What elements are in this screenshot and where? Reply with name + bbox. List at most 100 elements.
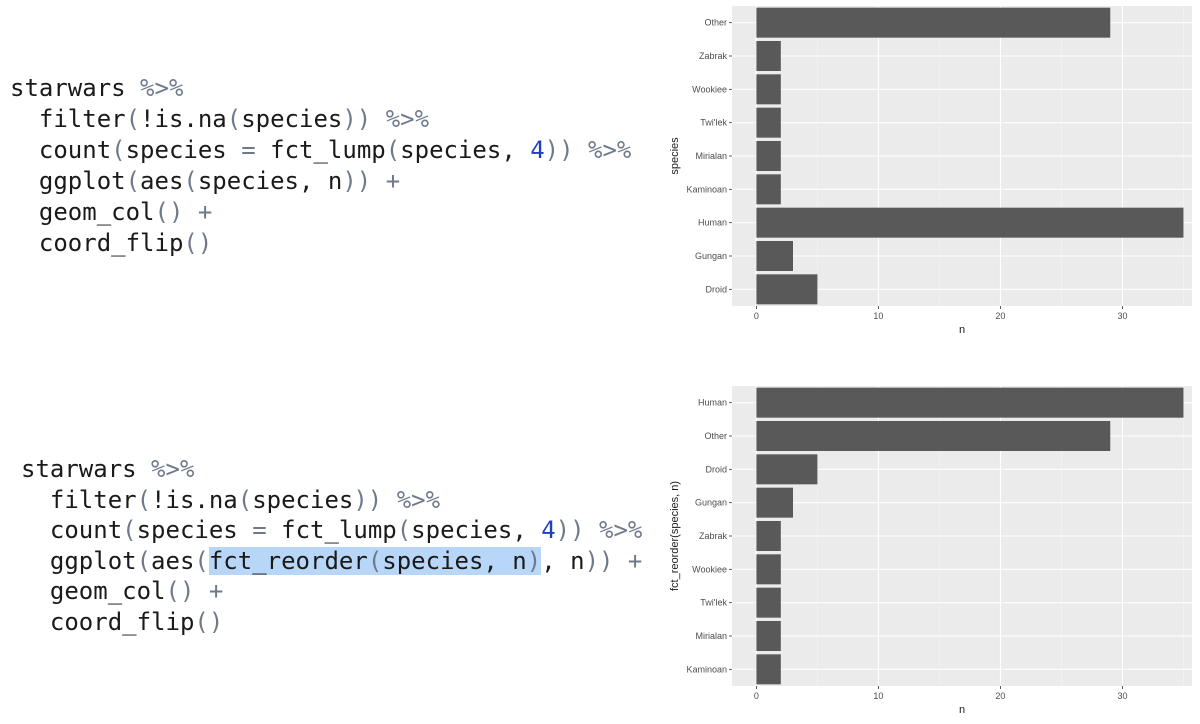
bar xyxy=(756,621,781,651)
x-tick-label: 10 xyxy=(873,691,883,701)
code-token: species xyxy=(241,105,343,133)
code-line: starwars %>% xyxy=(10,73,631,104)
highlighted-code-token: ) xyxy=(526,546,542,575)
bar xyxy=(756,587,781,618)
y-tick-label: Human xyxy=(698,398,727,408)
bar xyxy=(756,387,1184,418)
code-token: geom_col xyxy=(21,577,166,605)
y-tick-label: Mirialan xyxy=(695,631,727,641)
code-token: !is.na xyxy=(151,485,238,514)
code-token: species xyxy=(136,516,238,544)
code-token: filter xyxy=(21,485,137,514)
bar xyxy=(756,241,794,271)
code-token: coord_flip xyxy=(10,229,184,257)
code-token: %>% xyxy=(125,74,184,102)
bar xyxy=(756,654,781,685)
code-block-2: starwars %>% filter(!is.na(species)) %>%… xyxy=(21,454,642,637)
y-tick-label: Mirialan xyxy=(695,151,727,161)
code-token: ( xyxy=(125,105,141,133)
code-token: + xyxy=(613,546,643,575)
code-token: 4 xyxy=(530,136,545,164)
code-line: ggplot(aes(fct_reorder(species, n), n)) … xyxy=(21,546,642,577)
code-token: )) xyxy=(555,516,585,544)
code-token: )) xyxy=(544,136,574,164)
code-token: fct_lump xyxy=(281,516,397,544)
code-token: species xyxy=(252,485,354,514)
code-token: geom_col xyxy=(10,198,155,226)
y-tick-label: Droid xyxy=(705,284,727,294)
code-token: 4 xyxy=(541,516,556,544)
code-token: fct_lump xyxy=(270,136,386,164)
x-tick-label: 20 xyxy=(995,691,1005,701)
code-token: %>% xyxy=(136,455,195,483)
code-line: coord_flip() xyxy=(10,228,631,259)
code-token: %>% xyxy=(371,105,430,133)
code-token: () xyxy=(154,198,184,226)
code-token: ( xyxy=(396,516,412,544)
bar xyxy=(756,454,818,485)
code-token: = xyxy=(226,136,271,164)
y-tick-label: Twi'lek xyxy=(700,598,727,608)
y-tick-label: Zabrak xyxy=(699,531,728,541)
code-token: + xyxy=(371,167,401,195)
code-token: %>% xyxy=(382,485,441,514)
code-token: species xyxy=(125,136,227,164)
code-token: ( xyxy=(237,485,253,514)
highlighted-code-token: fct_reorder xyxy=(208,546,368,575)
y-tick-label: Other xyxy=(704,431,727,441)
bar xyxy=(756,487,794,518)
bar xyxy=(756,274,818,305)
bar-chart-species: Other Zabrak Wookiee Twi'lek Mirialan Kaminoa… xyxy=(669,6,1192,336)
code-token: = xyxy=(237,516,282,544)
y-tick-label: Twi'lek xyxy=(700,118,727,128)
code-token: () xyxy=(194,607,224,636)
code-token: ( xyxy=(125,167,141,195)
code-token: aes xyxy=(151,546,195,575)
bar xyxy=(756,41,781,71)
code-token: ( xyxy=(194,546,209,575)
y-tick-label: Wookiee xyxy=(692,84,727,94)
x-axis-title: n xyxy=(959,324,965,336)
bar xyxy=(756,554,781,585)
code-token: !is.na xyxy=(140,105,227,133)
code-token: () xyxy=(165,577,195,605)
bar xyxy=(756,74,781,105)
y-tick-label: Other xyxy=(704,18,727,28)
highlighted-code-token: species, n xyxy=(382,546,527,575)
y-tick-label: Gungan xyxy=(695,498,727,508)
code-line: geom_col() + xyxy=(21,576,642,607)
code-token: filter xyxy=(10,105,126,133)
bar xyxy=(756,207,1184,238)
code-line: filter(!is.na(species)) %>% xyxy=(21,485,642,516)
code-token: species, n xyxy=(197,167,343,195)
code-token: , n xyxy=(541,546,585,575)
bar-chart-fct-reorder: Human Other Droid Gungan Zabrak Wookiee Twi'le… xyxy=(669,386,1192,716)
code-token: )) xyxy=(353,485,383,514)
code-token: aes xyxy=(140,167,184,195)
bar xyxy=(756,7,1111,38)
code-block-1: starwars %>% filter(!is.na(species)) %>%… xyxy=(10,73,631,259)
code-token: () xyxy=(183,229,213,257)
code-line: geom_col() + xyxy=(10,197,631,228)
bar xyxy=(756,107,781,138)
code-token: )) xyxy=(584,546,614,575)
code-token: starwars xyxy=(10,74,126,102)
highlighted-code-token: ( xyxy=(367,546,383,575)
x-axis-title: n xyxy=(959,704,965,716)
y-tick-label: Gungan xyxy=(695,251,727,261)
y-tick-label: Human xyxy=(698,218,727,228)
code-token: ( xyxy=(183,167,198,195)
code-token: count xyxy=(21,516,123,544)
bar xyxy=(756,421,1111,451)
code-token: %>% xyxy=(573,136,632,164)
code-token: ( xyxy=(136,485,152,514)
code-token: + xyxy=(183,198,213,226)
code-token: + xyxy=(194,577,224,605)
code-token: species, xyxy=(400,136,531,164)
code-token: )) xyxy=(342,167,372,195)
y-tick-label: Wookiee xyxy=(692,564,727,574)
code-token: )) xyxy=(342,105,372,133)
code-line: coord_flip() xyxy=(21,607,642,638)
code-token: ( xyxy=(111,136,126,164)
x-tick-label: 10 xyxy=(873,311,883,321)
